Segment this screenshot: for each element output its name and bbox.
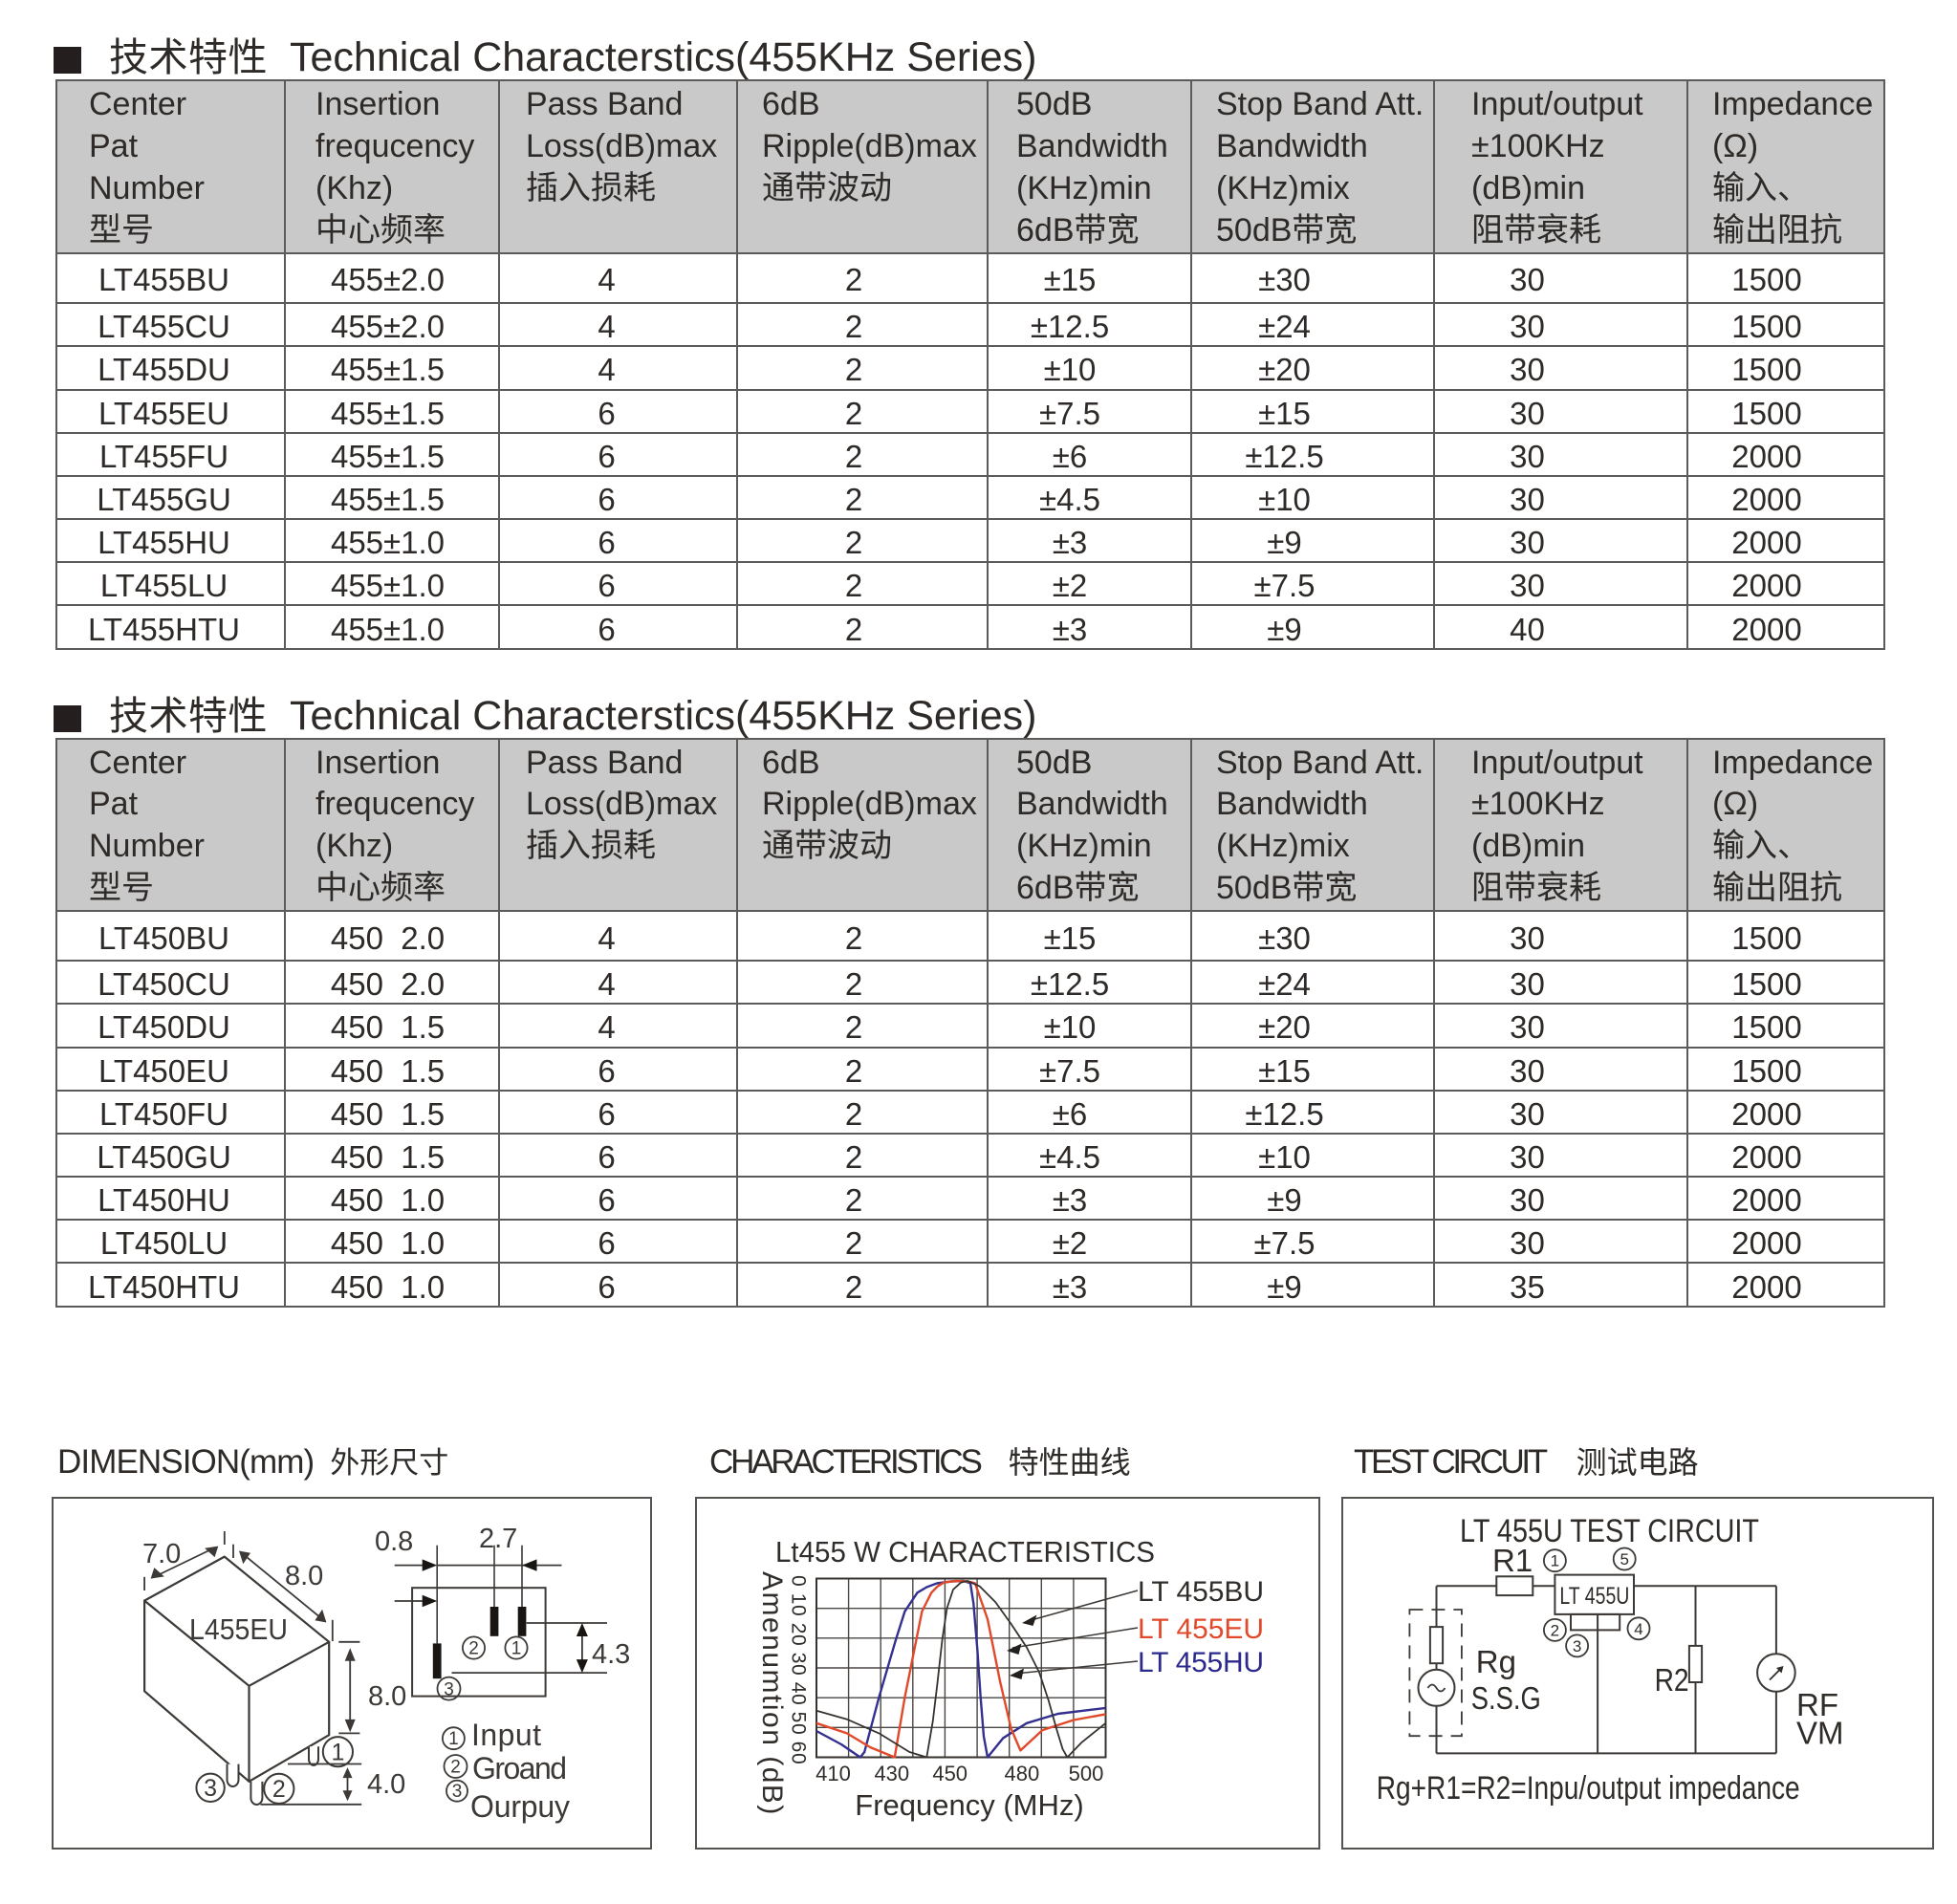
svg-text:R1: R1	[1492, 1543, 1533, 1578]
svg-text:3: 3	[204, 1775, 217, 1802]
svg-text:LT 455EU: LT 455EU	[1138, 1613, 1264, 1645]
svg-text:Input: Input	[471, 1718, 541, 1752]
svg-text:Rg+R1=R2=Inpu/output impedance: Rg+R1=R2=Inpu/output impedance	[1377, 1770, 1800, 1807]
svg-text:LT 455U: LT 455U	[1559, 1583, 1629, 1610]
svg-text:Lt455 W CHARACTERISTICS: Lt455 W CHARACTERISTICS	[775, 1535, 1155, 1569]
svg-text:2.7: 2.7	[479, 1524, 517, 1554]
svg-text:1: 1	[448, 1729, 459, 1749]
svg-text:450: 450	[932, 1762, 968, 1785]
svg-text:RF: RF	[1796, 1687, 1838, 1722]
svg-text:LT 455HU: LT 455HU	[1138, 1647, 1264, 1678]
svg-text:Frequency (MHz): Frequency (MHz)	[855, 1788, 1083, 1822]
svg-text:L455EU: L455EU	[189, 1612, 288, 1646]
svg-text:2: 2	[450, 1758, 461, 1778]
svg-text:2: 2	[1551, 1621, 1559, 1639]
svg-text:4: 4	[1634, 1620, 1642, 1638]
svg-text:0.8: 0.8	[375, 1526, 413, 1557]
svg-text:410: 410	[815, 1762, 851, 1785]
svg-text:0 10 20 30 40 50 60: 0 10 20 30 40 50 60	[788, 1575, 810, 1764]
svg-text:3: 3	[1573, 1637, 1581, 1655]
svg-text:1: 1	[1551, 1552, 1559, 1570]
svg-text:S.S.G: S.S.G	[1471, 1680, 1541, 1716]
svg-text:480: 480	[1005, 1762, 1040, 1785]
svg-text:4.3: 4.3	[592, 1639, 630, 1670]
svg-text:LT 455BU: LT 455BU	[1138, 1576, 1264, 1608]
svg-text:Amenumtion (dB): Amenumtion (dB)	[756, 1571, 788, 1816]
svg-text:VM: VM	[1796, 1716, 1844, 1751]
svg-text:2: 2	[468, 1639, 479, 1659]
svg-text:8.0: 8.0	[368, 1681, 406, 1712]
svg-text:R2: R2	[1655, 1662, 1689, 1698]
svg-text:8.0: 8.0	[285, 1561, 323, 1591]
svg-text:LT 455U TEST CIRCUIT: LT 455U TEST CIRCUIT	[1460, 1513, 1759, 1549]
svg-text:7.0: 7.0	[142, 1539, 181, 1569]
svg-text:3: 3	[452, 1782, 463, 1802]
svg-text:Rg: Rg	[1476, 1644, 1516, 1679]
svg-text:Groand: Groand	[472, 1751, 567, 1785]
svg-text:1: 1	[511, 1639, 522, 1659]
svg-text:Ourpuy: Ourpuy	[470, 1789, 570, 1824]
svg-text:2: 2	[272, 1776, 286, 1803]
svg-text:5: 5	[1620, 1550, 1628, 1569]
svg-text:4.0: 4.0	[367, 1769, 405, 1800]
svg-text:3: 3	[444, 1679, 454, 1699]
svg-text:430: 430	[874, 1762, 909, 1785]
svg-text:500: 500	[1069, 1762, 1104, 1785]
svg-text:1: 1	[331, 1740, 344, 1766]
